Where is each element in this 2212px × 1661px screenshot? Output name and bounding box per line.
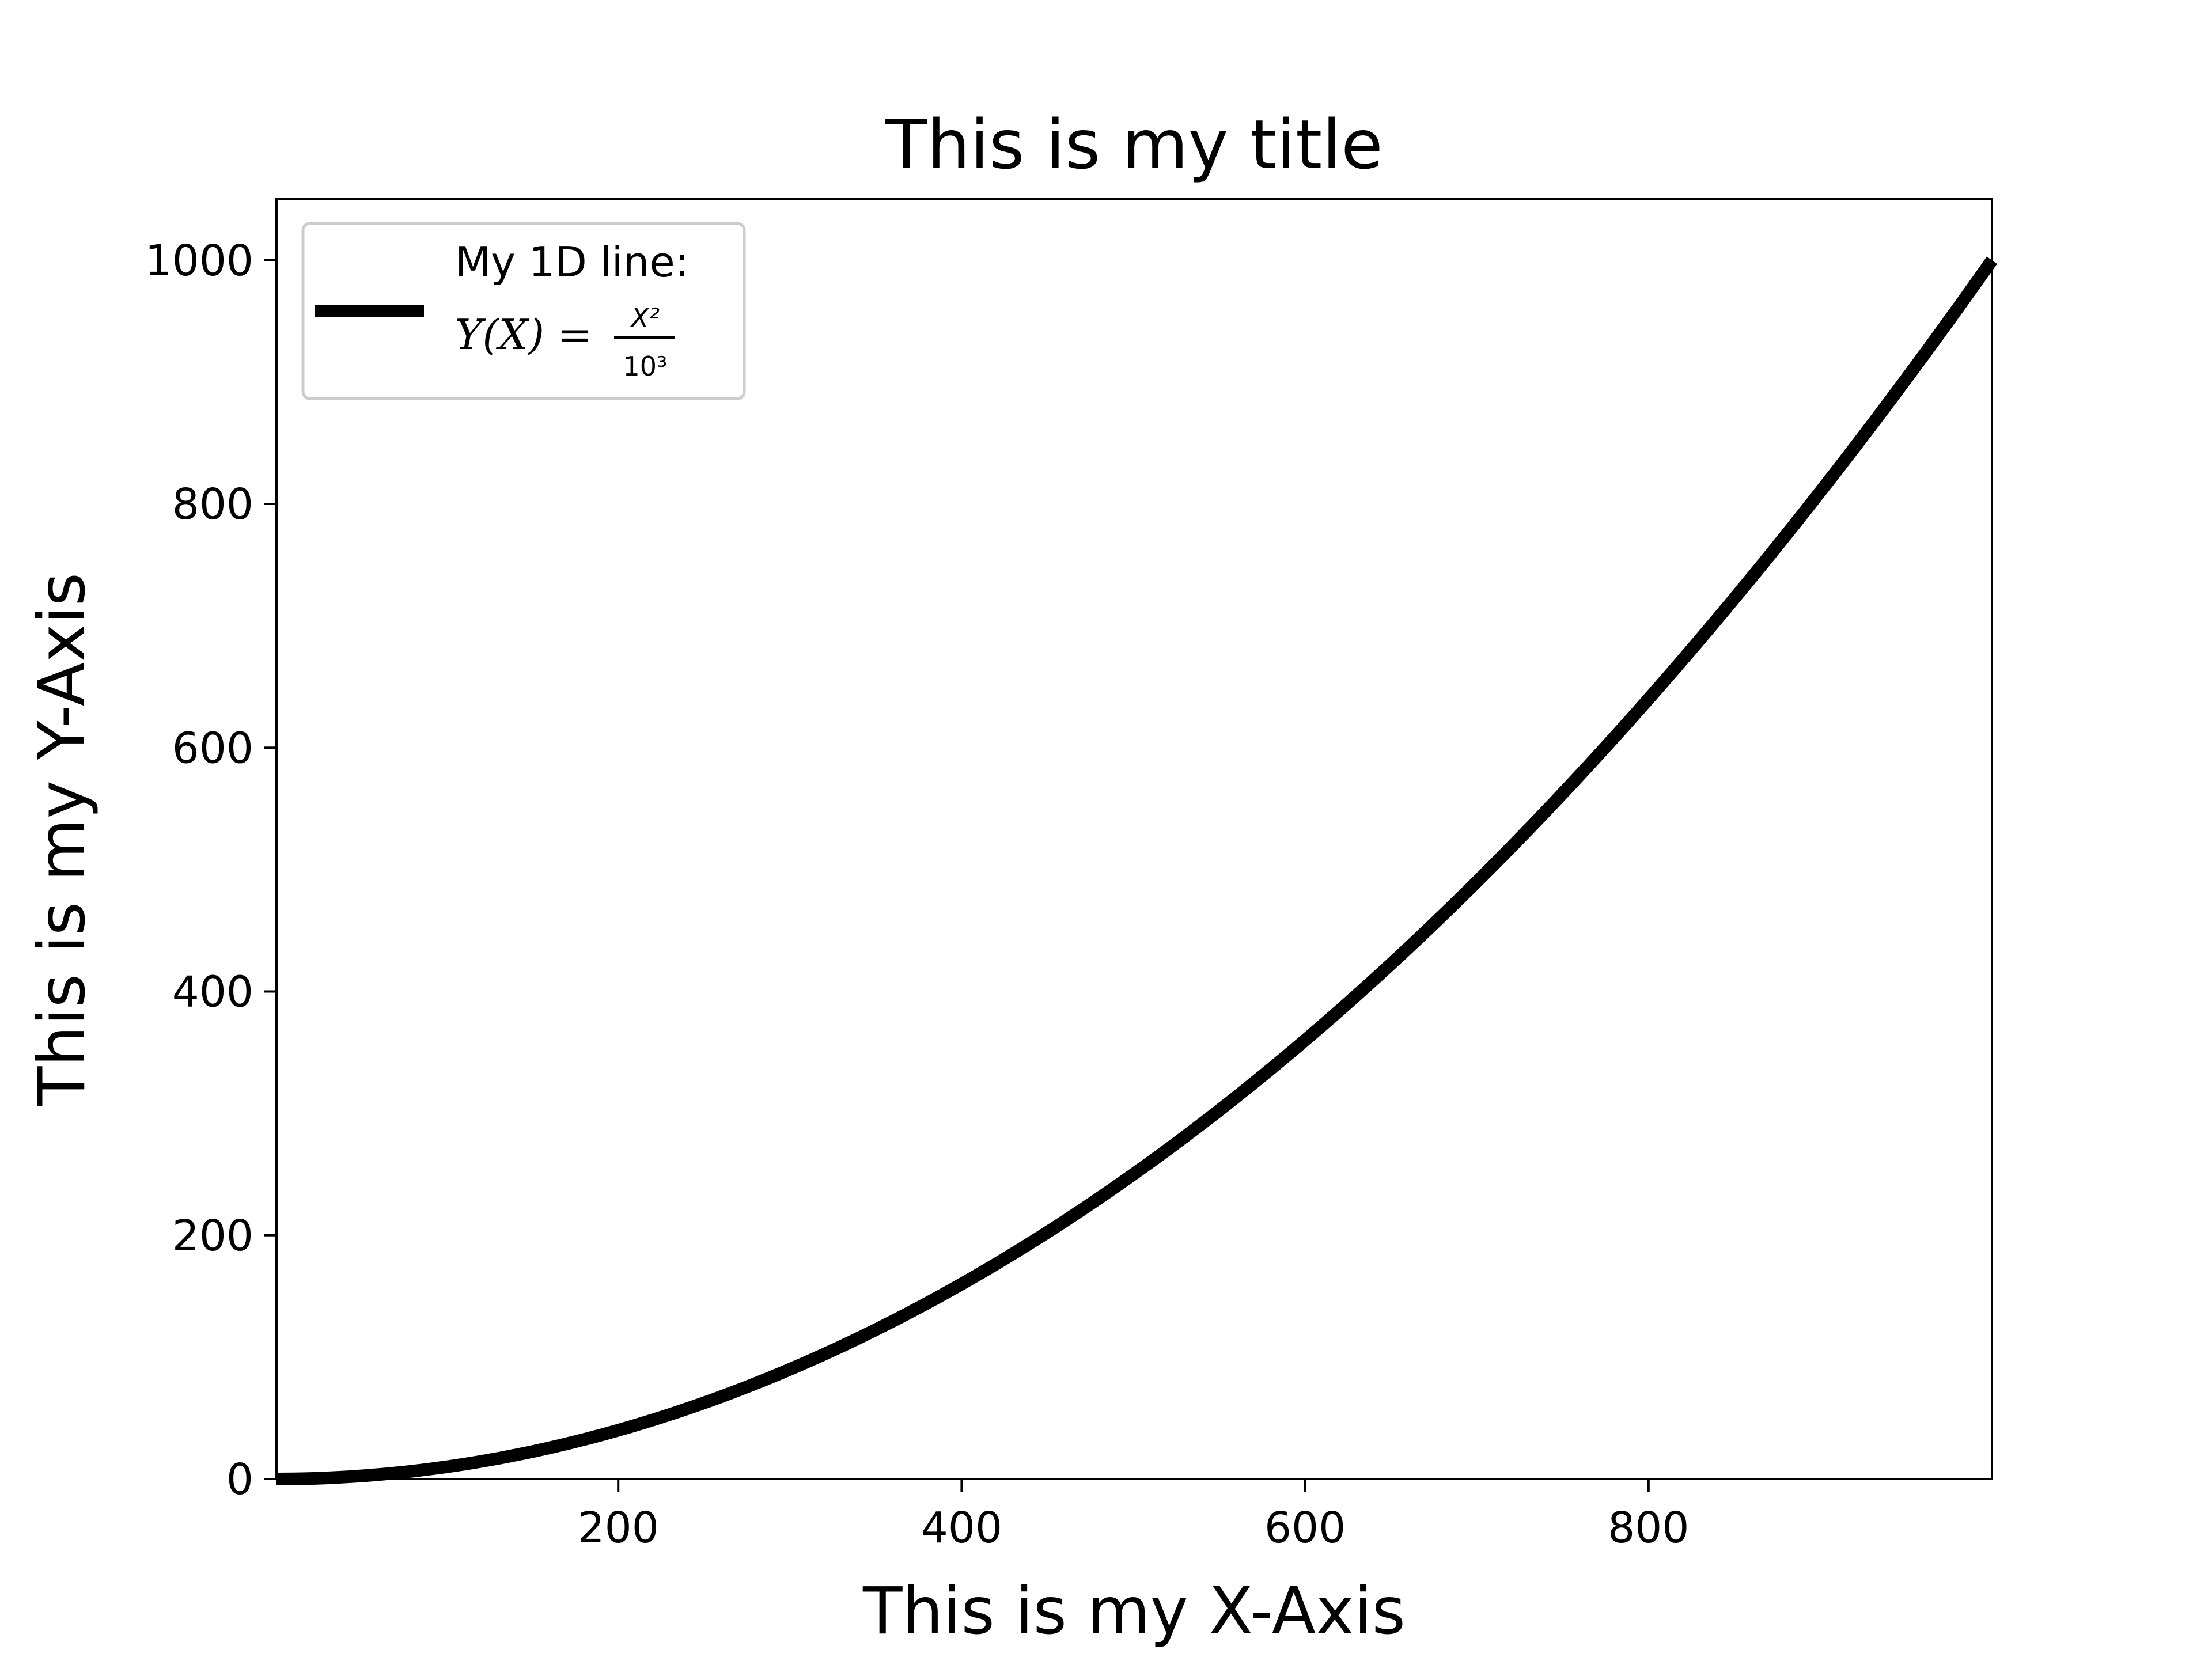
y-tick-label: 200 (172, 1211, 253, 1261)
series-line (276, 256, 1997, 1485)
legend-label-math: Y(X) = (455, 310, 592, 359)
legend-label-line1: My 1D line: (455, 238, 689, 286)
legend: My 1D line: Y(X) = X² 10³ (301, 222, 746, 400)
y-tick-label: 1000 (145, 236, 253, 286)
y-tick-label: 0 (226, 1455, 253, 1504)
y-axis: 0 200 400 600 800 1000 (145, 236, 276, 1504)
y-axis-label: This is my Y-Axis (25, 572, 100, 1106)
x-tick-label: 800 (1608, 1503, 1689, 1553)
y-tick-label: 800 (172, 480, 253, 529)
y-tick-label: 600 (172, 723, 253, 773)
legend-numerator: X² (630, 302, 660, 333)
legend-box (301, 222, 746, 400)
plot-frame (275, 198, 1993, 1480)
series-layer (276, 256, 1997, 1485)
x-axis-label: This is my X-Axis (862, 1574, 1406, 1649)
x-tick-label: 400 (921, 1503, 1002, 1553)
y-tick-label: 400 (172, 968, 253, 1017)
chart-title: This is my title (885, 105, 1382, 184)
x-axis: 200 400 600 800 (578, 1479, 1689, 1553)
x-tick-label: 200 (578, 1503, 659, 1553)
plot-area (276, 199, 1992, 1479)
x-tick-label: 600 (1264, 1503, 1346, 1553)
legend-denominator: 10³ (623, 351, 668, 382)
